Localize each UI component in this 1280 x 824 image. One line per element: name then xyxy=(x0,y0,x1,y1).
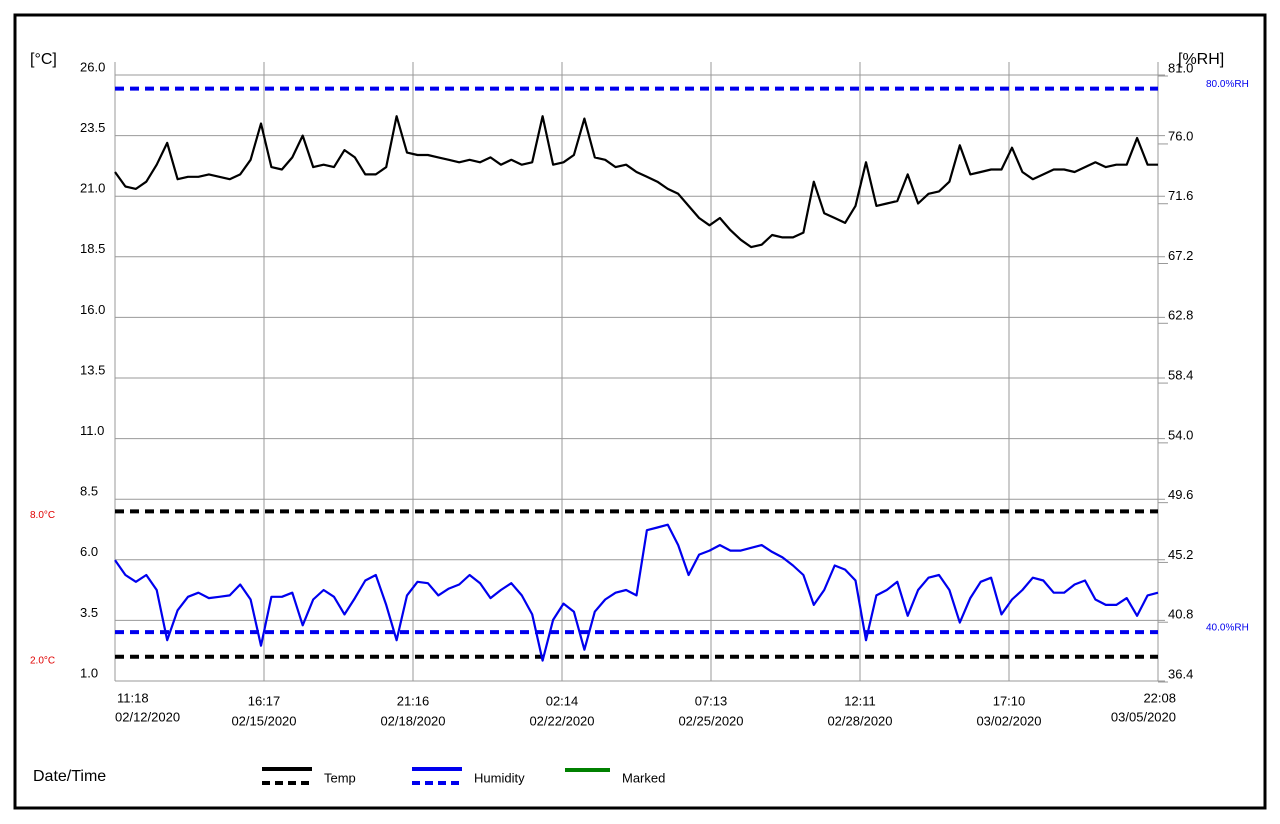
legend-label: Humidity xyxy=(474,770,525,785)
y-axis-label: [°C] xyxy=(30,51,57,68)
y2-tick-label: 67.2 xyxy=(1168,248,1193,263)
y2-tick-label: 58.4 xyxy=(1168,368,1193,383)
y-tick-label: 16.0 xyxy=(80,302,105,317)
y2-tick-label: 81.0 xyxy=(1168,60,1193,75)
x-tick-time: 02:14 xyxy=(546,693,579,708)
legend-label: Marked xyxy=(622,770,665,785)
y-tick-label: 11.0 xyxy=(80,423,104,438)
x-tick-date: 02/12/2020 xyxy=(115,709,180,724)
y-tick-label: 6.0 xyxy=(80,544,98,559)
x-tick-date: 02/15/2020 xyxy=(231,713,296,728)
x-tick-time: 21:16 xyxy=(397,693,430,708)
y2-axis-label: [%RH] xyxy=(1178,51,1224,68)
x-tick-date: 03/02/2020 xyxy=(976,713,1041,728)
y2-tick-label: 40.8 xyxy=(1168,607,1193,622)
x-tick-time: 17:10 xyxy=(993,693,1026,708)
threshold-label: 80.0%RH xyxy=(1206,79,1249,90)
frame xyxy=(13,13,1267,810)
y2-tick-label: 49.6 xyxy=(1168,487,1193,502)
threshold-label: 2.0°C xyxy=(30,655,55,666)
threshold-label: 8.0°C xyxy=(30,510,55,521)
y-tick-label: 21.0 xyxy=(80,181,105,196)
x-tick-date: 02/18/2020 xyxy=(380,713,445,728)
y-tick-label: 26.0 xyxy=(80,59,105,74)
legend-label: Temp xyxy=(324,770,356,785)
y-tick-label: 23.5 xyxy=(80,120,105,135)
x-tick-time: 16:17 xyxy=(248,693,281,708)
y2-tick-label: 76.0 xyxy=(1168,128,1193,143)
x-tick-date: 03/05/2020 xyxy=(1111,709,1176,724)
x-tick-time: 11:18 xyxy=(117,690,149,705)
y2-tick-label: 45.2 xyxy=(1168,547,1193,562)
y2-tick-label: 71.6 xyxy=(1168,188,1193,203)
threshold-label: 40.0%RH xyxy=(1206,623,1249,634)
x-tick-date: 02/22/2020 xyxy=(529,713,594,728)
y-tick-label: 8.5 xyxy=(80,484,98,499)
y2-tick-label: 62.8 xyxy=(1168,308,1193,323)
y-tick-label: 18.5 xyxy=(80,241,105,256)
y2-tick-label: 54.0 xyxy=(1168,427,1193,442)
series-line xyxy=(114,523,1159,662)
y-tick-label: 13.5 xyxy=(80,362,105,377)
y-tick-label: 1.0 xyxy=(80,665,98,680)
x-tick-date: 02/25/2020 xyxy=(678,713,743,728)
x-axis-label: Date/Time xyxy=(33,768,106,785)
x-tick-date: 02/28/2020 xyxy=(827,713,892,728)
x-tick-time: 07:13 xyxy=(695,693,728,708)
x-tick-time: 12:11 xyxy=(844,693,876,708)
x-tick-time: 22:08 xyxy=(1143,690,1176,705)
series-line xyxy=(114,115,1158,249)
y2-tick-label: 36.4 xyxy=(1168,666,1193,681)
y-tick-label: 3.5 xyxy=(80,605,98,620)
